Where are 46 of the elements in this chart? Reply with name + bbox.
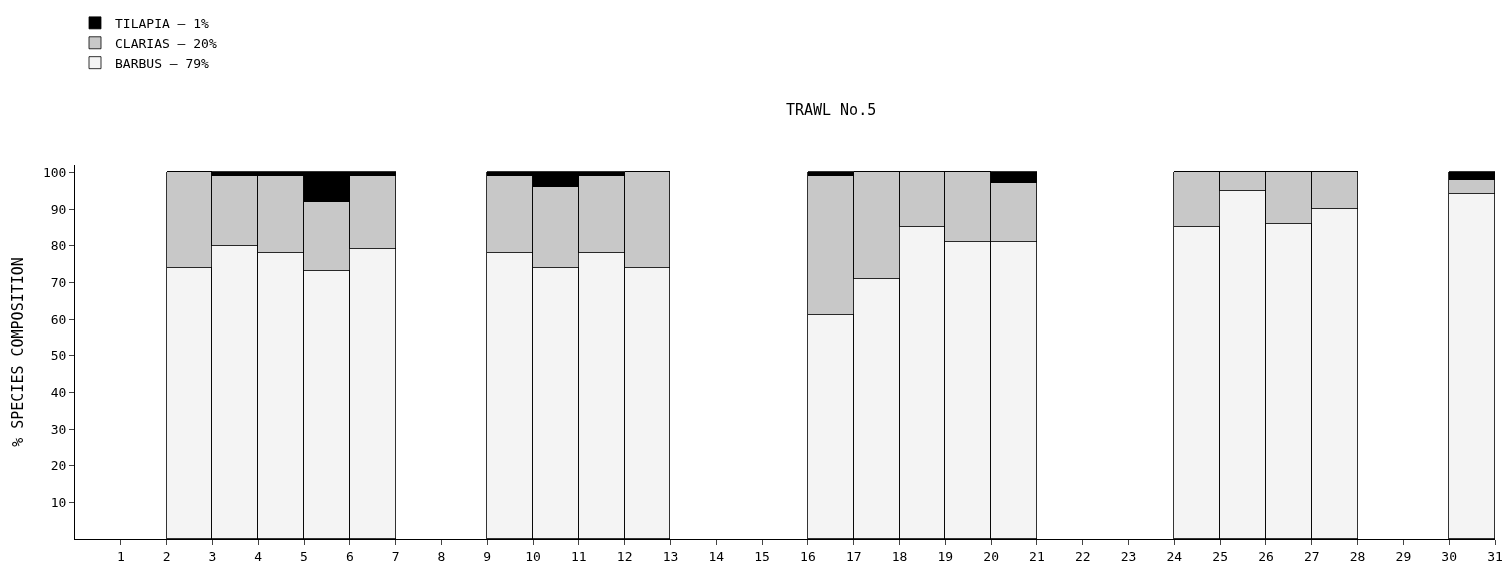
x-tick-label: 21 [1029, 548, 1045, 564]
y-tick-label: 70 [50, 274, 67, 290]
x-tick-label: 15 [754, 548, 770, 564]
x-tick-label: 28 [1349, 548, 1366, 564]
x-tick-label: 14 [708, 548, 725, 564]
x-tick-label: 22 [1074, 548, 1091, 564]
x-tick-label: 30 [1441, 548, 1458, 564]
x-tick-label: 24 [1166, 548, 1183, 564]
chart-title: TRAWL No.5 [785, 100, 877, 119]
x-tick-label: 11 [571, 548, 587, 564]
x-tick-label: 13 [662, 548, 679, 564]
x-tick-label: 23 [1120, 548, 1137, 564]
y-tick-label: 10 [50, 494, 67, 510]
x-tick-label: 4 [254, 548, 263, 564]
y-tick-label: 30 [50, 421, 67, 437]
x-tick-label: 26 [1258, 548, 1274, 564]
x-tick-label: 7 [391, 548, 400, 564]
x-tick-label: 1 [116, 548, 125, 564]
x-tick-label: 20 [983, 548, 999, 564]
y-tick-label: 80 [50, 238, 67, 254]
x-tick-label: 31 [1487, 548, 1503, 564]
x-tick-label: 17 [845, 548, 862, 564]
x-tick-label: 3 [208, 548, 217, 564]
x-tick-label: 18 [891, 548, 908, 564]
y-axis-title: % SPECIES COMPOSITION [9, 257, 28, 447]
x-tick-label: 29 [1395, 548, 1412, 564]
y-tick-label: 60 [50, 311, 67, 327]
x-tick-label: 5 [300, 548, 308, 564]
x-tick-label: 25 [1212, 548, 1228, 564]
y-tick-label: 50 [50, 348, 67, 364]
x-tick-label: 12 [616, 548, 633, 564]
x-tick-label: 10 [525, 548, 541, 564]
y-tick-label: 40 [50, 384, 67, 400]
x-tick-label: 9 [483, 548, 492, 564]
y-tick-label: 100 [42, 164, 67, 180]
x-tick-label: 16 [800, 548, 816, 564]
y-tick-label: 90 [50, 201, 67, 217]
x-tick-label: 19 [937, 548, 954, 564]
x-tick-label: 2 [162, 548, 171, 564]
legend-label: BARBUS — 79% [115, 55, 210, 71]
x-tick-label: 6 [345, 548, 354, 564]
x-tick-label: 8 [437, 548, 446, 564]
legend-label: TILAPIA — 1% [115, 15, 210, 31]
x-tick-label: 27 [1303, 548, 1320, 564]
y-tick-label: 20 [50, 458, 67, 474]
legend-label: CLARIAS — 20% [115, 35, 217, 51]
